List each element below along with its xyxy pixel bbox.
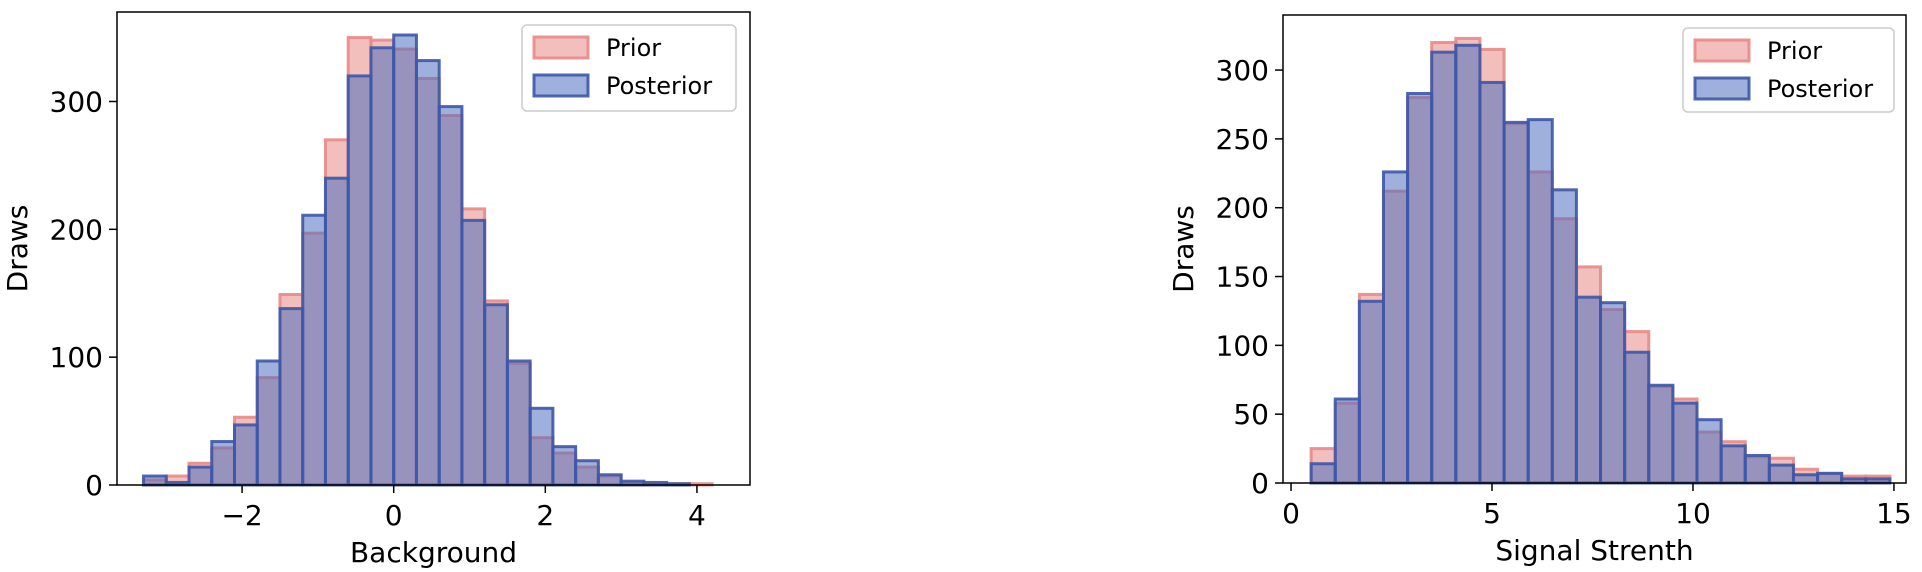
posterior-bar bbox=[460, 218, 487, 487]
y-tick-label: 250 bbox=[1216, 123, 1269, 156]
legend-label-posterior: Posterior bbox=[606, 72, 712, 100]
y-tick-label: 150 bbox=[1216, 261, 1269, 294]
posterior-bar bbox=[1743, 453, 1771, 485]
panel-background-histogram: −2 0 2 4 0 100 200 300 Background Draws Prior Poste… bbox=[1, 11, 751, 569]
y-tick-label: 100 bbox=[1216, 329, 1269, 362]
posterior-bar bbox=[369, 46, 396, 487]
posterior-bar bbox=[1767, 463, 1795, 485]
legend-swatch-prior bbox=[532, 35, 590, 60]
y-tick-label: 100 bbox=[50, 341, 103, 374]
posterior-bar bbox=[233, 423, 259, 487]
x-tick-label: −2 bbox=[221, 499, 262, 532]
posterior-bar bbox=[1381, 170, 1410, 485]
series-posterior-bars bbox=[142, 33, 691, 487]
posterior-bar bbox=[1816, 471, 1844, 485]
posterior-bar bbox=[1430, 50, 1458, 485]
posterior-bar bbox=[1478, 80, 1506, 485]
posterior-bar bbox=[1550, 188, 1578, 485]
series-posterior-bars bbox=[1309, 43, 1892, 485]
posterior-bar bbox=[505, 359, 532, 487]
posterior-bar bbox=[414, 59, 441, 487]
posterior-bar bbox=[574, 459, 600, 487]
posterior-bar bbox=[528, 406, 555, 487]
axes-frame bbox=[1282, 14, 1907, 484]
y-tick-label: 300 bbox=[1216, 54, 1269, 87]
legend: Prior Posterior bbox=[521, 24, 737, 112]
posterior-bar bbox=[1599, 301, 1627, 485]
posterior-bar bbox=[1671, 401, 1699, 485]
legend-label-prior: Prior bbox=[1767, 37, 1822, 65]
x-tick-label: 5 bbox=[1483, 497, 1501, 530]
x-axis-label: Background bbox=[350, 536, 517, 569]
x-tick-label: 0 bbox=[385, 499, 403, 532]
posterior-bar bbox=[1791, 473, 1820, 485]
x-tick-label: 4 bbox=[688, 499, 706, 532]
y-axis-label: Draws bbox=[1167, 205, 1200, 293]
x-tick-label: 2 bbox=[536, 499, 554, 532]
posterior-bar bbox=[551, 445, 578, 487]
posterior-bar bbox=[323, 176, 350, 487]
posterior-bar bbox=[1357, 299, 1385, 485]
posterior-bar bbox=[1502, 120, 1530, 485]
posterior-bar bbox=[392, 33, 418, 487]
legend: Prior Posterior bbox=[1682, 27, 1895, 113]
y-axis-label: Draws bbox=[1, 205, 34, 293]
posterior-bar bbox=[596, 473, 623, 487]
posterior-bar bbox=[1406, 91, 1434, 485]
posterior-bar bbox=[483, 303, 509, 487]
legend-swatch-posterior bbox=[532, 73, 590, 98]
x-tick-label: 0 bbox=[1282, 497, 1300, 530]
x-axis-label: Signal Strenth bbox=[1495, 534, 1693, 567]
x-tick-label: 10 bbox=[1675, 497, 1711, 530]
x-tick-label: 15 bbox=[1876, 497, 1912, 530]
posterior-bar bbox=[142, 474, 168, 487]
posterior-bar bbox=[1623, 350, 1651, 485]
posterior-bar bbox=[1333, 397, 1361, 485]
legend-label-prior: Prior bbox=[606, 34, 661, 62]
y-tick-label: 200 bbox=[1216, 192, 1269, 225]
posterior-bar bbox=[1647, 383, 1675, 485]
posterior-bar bbox=[278, 307, 305, 487]
y-tick-label: 50 bbox=[1233, 398, 1269, 431]
legend-label-posterior: Posterior bbox=[1767, 75, 1873, 103]
posterior-bar bbox=[1719, 444, 1747, 485]
legend-swatch-prior bbox=[1693, 38, 1751, 63]
posterior-bar bbox=[437, 105, 464, 487]
axes-frame bbox=[116, 11, 751, 486]
posterior-bar bbox=[210, 440, 237, 487]
posterior-bar bbox=[1526, 118, 1554, 485]
posterior-bar bbox=[1309, 462, 1337, 485]
posterior-bar bbox=[255, 359, 282, 487]
posterior-bar bbox=[1454, 43, 1482, 485]
posterior-bar bbox=[301, 213, 327, 487]
legend-swatch-posterior bbox=[1693, 76, 1751, 101]
y-tick-label: 0 bbox=[1251, 467, 1269, 500]
posterior-bar bbox=[187, 465, 214, 487]
y-tick-label: 300 bbox=[50, 85, 103, 118]
y-tick-label: 0 bbox=[85, 469, 103, 502]
y-tick-label: 200 bbox=[50, 213, 103, 246]
posterior-bar bbox=[346, 74, 373, 487]
posterior-bar bbox=[1695, 418, 1723, 485]
posterior-bar bbox=[1574, 295, 1603, 485]
